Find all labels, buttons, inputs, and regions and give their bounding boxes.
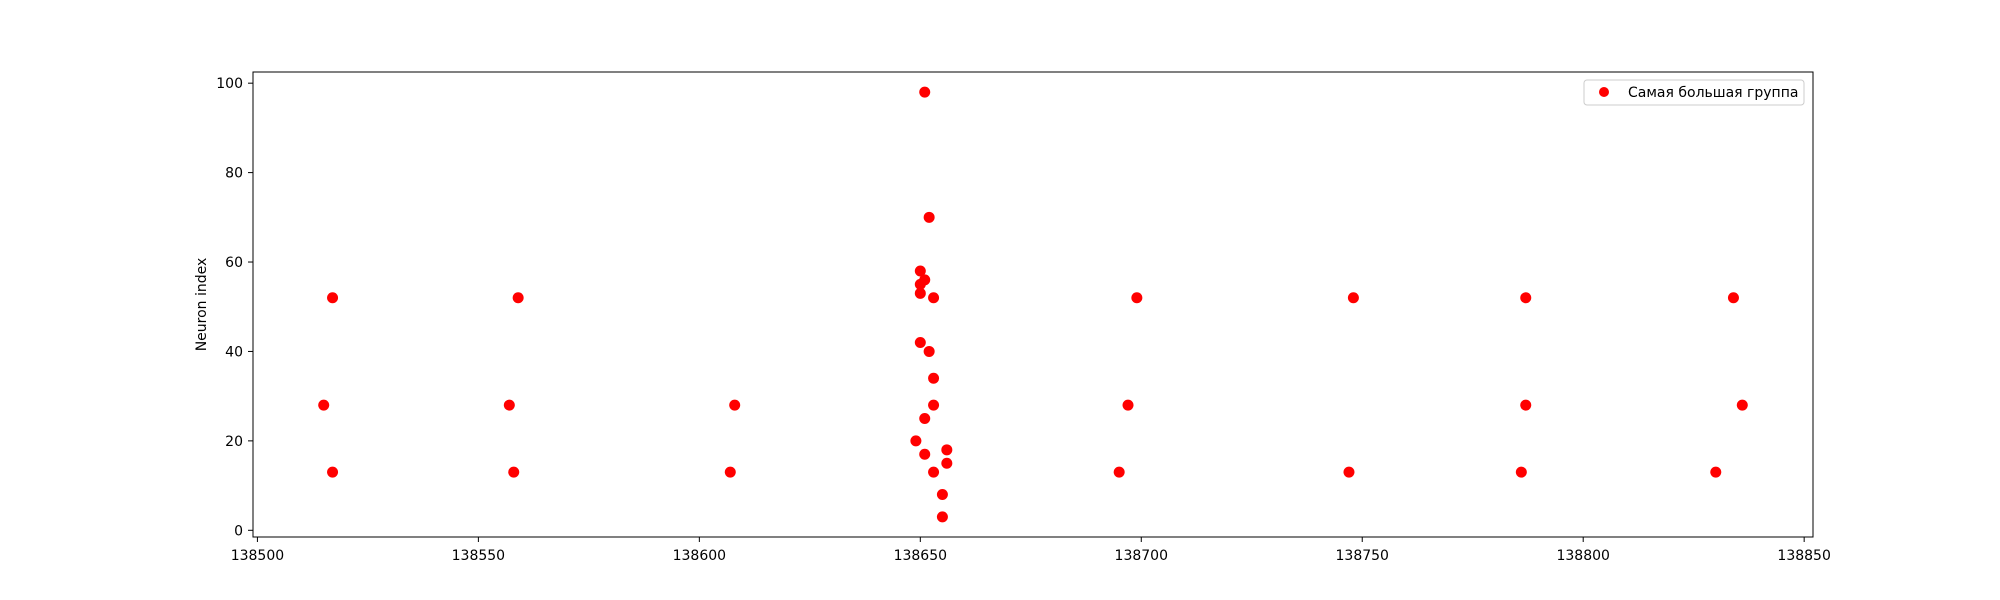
data-point: [327, 292, 339, 304]
data-point: [941, 457, 953, 469]
x-tick-label: 138750: [1336, 548, 1389, 564]
axes-frame: [252, 71, 1814, 538]
data-point: [512, 292, 524, 304]
data-point: [936, 511, 948, 523]
data-point: [914, 337, 926, 349]
x-tick-label: 138500: [231, 548, 284, 564]
data-point: [1515, 466, 1527, 478]
data-point: [910, 435, 922, 447]
y-axis-title: Neuron index: [194, 258, 210, 352]
y-tick-label: 0: [234, 523, 243, 539]
x-tick-label: 138650: [894, 548, 947, 564]
data-point: [729, 399, 741, 411]
data-points: [318, 86, 1748, 523]
legend: Самая большая группа: [1583, 79, 1805, 106]
legend-label: Самая большая группа: [1628, 85, 1798, 101]
data-point: [1347, 292, 1359, 304]
data-point: [1131, 292, 1143, 304]
data-point: [503, 399, 515, 411]
data-point: [919, 274, 931, 286]
x-tick-label: 138700: [1115, 548, 1168, 564]
y-tick-label: 20: [225, 434, 243, 450]
data-point: [928, 466, 940, 478]
x-tick-label: 138800: [1556, 548, 1609, 564]
data-point: [1736, 399, 1748, 411]
y-tick-label: 100: [216, 76, 243, 92]
data-point: [1122, 399, 1134, 411]
data-point: [919, 448, 931, 460]
data-point: [1343, 466, 1355, 478]
x-axis-ticks: 138500 138550 138600 138650 138700 138750 1388…: [231, 537, 1831, 564]
y-tick-label: 40: [225, 344, 243, 360]
plot-area: [253, 72, 1813, 537]
data-point: [928, 372, 940, 384]
data-point: [914, 287, 926, 299]
data-point: [914, 265, 926, 277]
data-point: [928, 399, 940, 411]
x-tick-label: 138550: [452, 548, 505, 564]
data-point: [1113, 466, 1125, 478]
data-point: [923, 211, 935, 223]
data-point: [919, 86, 931, 98]
data-point: [919, 413, 931, 425]
data-point: [1710, 466, 1722, 478]
data-point: [923, 345, 935, 357]
data-point: [1727, 292, 1739, 304]
data-point: [941, 444, 953, 456]
data-point: [1520, 399, 1532, 411]
legend-box: [1583, 79, 1805, 106]
data-point: [928, 292, 940, 304]
y-axis-ticks: 0 20 40 60 80 100: [216, 76, 253, 539]
data-point: [936, 489, 948, 501]
data-point: [508, 466, 520, 478]
y-tick-label: 80: [225, 166, 243, 182]
data-point: [1520, 292, 1532, 304]
x-tick-label: 138600: [673, 548, 726, 564]
x-tick-label: 138850: [1777, 548, 1830, 564]
data-point: [318, 399, 330, 411]
data-point: [327, 466, 339, 478]
legend-marker: [1599, 87, 1609, 97]
y-tick-label: 60: [225, 255, 243, 271]
data-point: [724, 466, 736, 478]
